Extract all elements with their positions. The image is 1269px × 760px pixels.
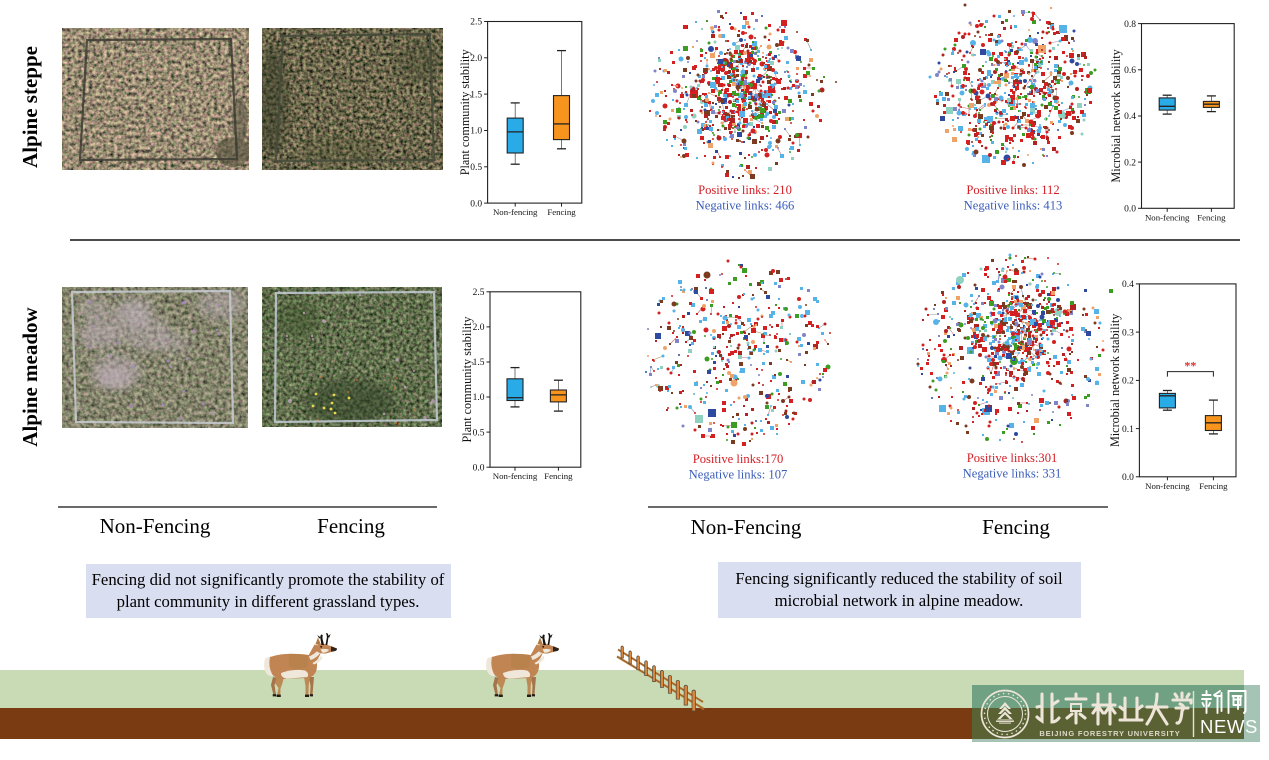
svg-text:2.0: 2.0 — [473, 323, 485, 333]
svg-text:1.5: 1.5 — [473, 358, 485, 368]
svg-text:1.0: 1.0 — [470, 127, 482, 137]
svg-text:Plant community stability: Plant community stability — [460, 316, 474, 443]
svg-text:2.5: 2.5 — [470, 18, 482, 28]
svg-text:Positive links:301: Positive links:301 — [967, 451, 1058, 465]
svg-text:Negative links: 466: Negative links: 466 — [696, 199, 795, 213]
svg-text:Non-fencing: Non-fencing — [493, 471, 538, 481]
svg-text:0.5: 0.5 — [473, 428, 485, 438]
svg-text:Fencing: Fencing — [544, 471, 573, 481]
svg-text:Fencing: Fencing — [547, 207, 576, 217]
svg-text:0.0: 0.0 — [1122, 473, 1134, 483]
svg-text:0.3: 0.3 — [1122, 328, 1134, 338]
svg-text:Non-fencing: Non-fencing — [1145, 212, 1190, 222]
svg-text:Non-fencing: Non-fencing — [493, 207, 538, 217]
svg-text:BEIJING FORESTRY UNIVERSITY: BEIJING FORESTRY UNIVERSITY — [1039, 729, 1180, 738]
svg-text:Alpine steppe: Alpine steppe — [18, 46, 42, 168]
svg-text:Fencing: Fencing — [1199, 481, 1228, 491]
svg-text:Microbial network stability: Microbial network stability — [1108, 313, 1122, 447]
svg-text:0.2: 0.2 — [1124, 158, 1136, 168]
svg-text:Non-fencing: Non-fencing — [1145, 481, 1190, 491]
svg-text:0.1: 0.1 — [1122, 425, 1134, 435]
svg-text:**: ** — [1184, 359, 1196, 373]
svg-text:Non-Fencing: Non-Fencing — [691, 515, 802, 539]
svg-text:microbial network in alpine me: microbial network in alpine meadow. — [775, 591, 1024, 610]
svg-text:Positive links: 112: Positive links: 112 — [966, 183, 1059, 197]
svg-text:0.6: 0.6 — [1124, 66, 1136, 76]
svg-text:Negative links: 413: Negative links: 413 — [964, 199, 1063, 213]
svg-text:1.5: 1.5 — [470, 90, 482, 100]
svg-text:0.8: 0.8 — [1124, 20, 1136, 30]
svg-text:Non-Fencing: Non-Fencing — [100, 514, 211, 538]
svg-text:plant community in different g: plant community in different grassland t… — [117, 592, 420, 611]
svg-text:Plant community stability: Plant community stability — [458, 48, 472, 175]
svg-text:0.2: 0.2 — [1122, 377, 1134, 387]
svg-text:0.0: 0.0 — [1124, 205, 1136, 215]
svg-text:0.5: 0.5 — [470, 163, 482, 173]
svg-text:Fencing: Fencing — [1197, 212, 1226, 222]
svg-text:2.0: 2.0 — [470, 54, 482, 64]
svg-text:Fencing did not significantly: Fencing did not significantly promote th… — [92, 570, 445, 589]
svg-text:0.0: 0.0 — [470, 199, 482, 209]
svg-text:Positive links:170: Positive links:170 — [693, 452, 784, 466]
svg-text:Alpine meadow: Alpine meadow — [18, 306, 42, 446]
svg-text:Negative links: 107: Negative links: 107 — [689, 468, 788, 482]
svg-text:Fencing: Fencing — [982, 515, 1050, 539]
svg-text:0.4: 0.4 — [1124, 112, 1136, 122]
svg-text:Positive links: 210: Positive links: 210 — [698, 183, 792, 197]
svg-text:Fencing significantly reduced: Fencing significantly reduced the stabil… — [735, 569, 1063, 588]
svg-text:0.0: 0.0 — [473, 463, 485, 473]
svg-text:Fencing: Fencing — [317, 514, 385, 538]
svg-text:1.0: 1.0 — [473, 393, 485, 403]
svg-text:0.4: 0.4 — [1122, 280, 1134, 290]
svg-text:2.5: 2.5 — [473, 288, 485, 298]
svg-text:Microbial network stability: Microbial network stability — [1109, 48, 1123, 182]
svg-text:Negative links: 331: Negative links: 331 — [963, 467, 1062, 481]
svg-text:NEWS: NEWS — [1200, 716, 1258, 737]
